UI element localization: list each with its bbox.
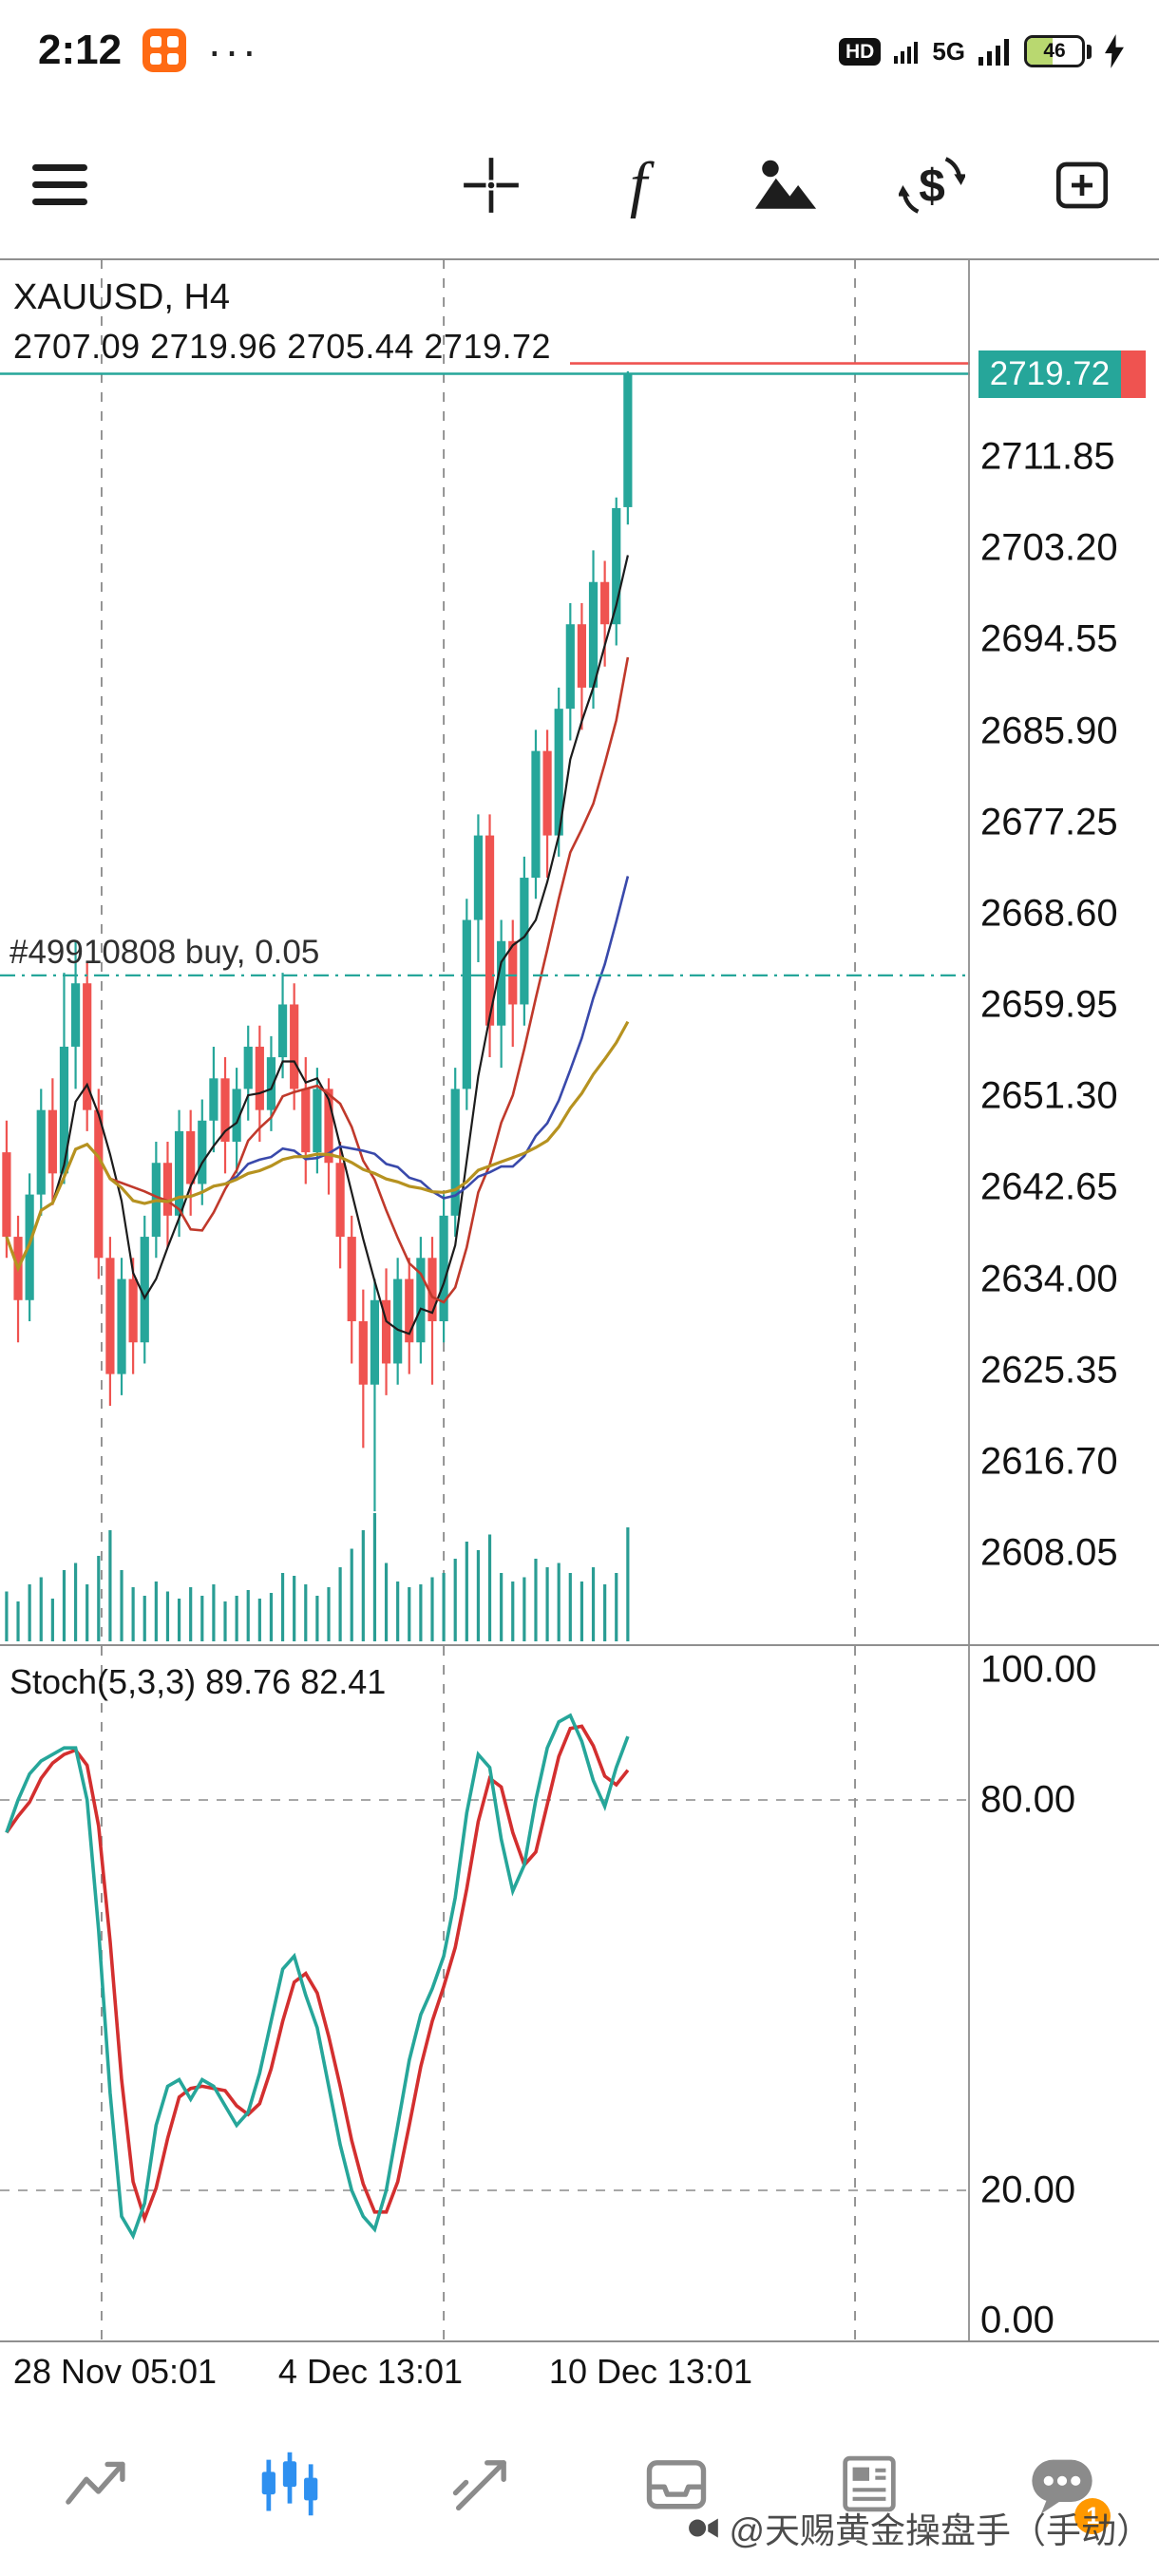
price-axis-label: 2616.70 [980, 1440, 1118, 1483]
symbol-timeframe-label: XAUUSD, H4 [13, 277, 231, 317]
ask-tab [1121, 350, 1146, 398]
nav-history[interactable] [636, 2443, 717, 2525]
crosshair-button[interactable] [448, 142, 534, 228]
status-right-group: HD 5G 46 [838, 27, 1125, 76]
stochastic-label: Stoch(5,3,3) 89.76 82.41 [10, 1662, 387, 1701]
price-axis-label: 2685.90 [980, 710, 1118, 751]
candles-layer [2, 370, 633, 1512]
svg-text:$: $ [919, 160, 945, 213]
clock: 2:12 [38, 27, 123, 73]
price-axis-label: 2642.65 [980, 1165, 1118, 1208]
nav-quotes[interactable] [56, 2443, 138, 2525]
price-axis-label: 2711.85 [980, 435, 1115, 478]
battery-icon: 46 [1024, 35, 1092, 67]
price-axis-label: 2668.60 [980, 892, 1118, 935]
panel-separator [0, 1644, 1159, 1646]
stoch-layer [5, 1713, 630, 2241]
nav-news[interactable] [828, 2443, 910, 2525]
stoch-axis-label: 0.00 [980, 2299, 1054, 2341]
trade-lines-layer [0, 362, 970, 976]
add-window-icon [1055, 161, 1109, 209]
recorder-app-icon [142, 28, 187, 72]
chart-top-border [0, 258, 1159, 260]
currency-icon: $ [899, 157, 965, 214]
ma-layer [5, 555, 630, 1335]
signal-bars-icon [978, 39, 1009, 66]
bottom-navigation: 1 [0, 2417, 1159, 2550]
chart-bottom-border [0, 2340, 1159, 2342]
symbols-button[interactable]: $ [889, 142, 975, 228]
time-axis-label: 28 Nov 05:01 [12, 2352, 218, 2391]
network-type-label: 5G [932, 36, 965, 66]
watermark: @天赐黄金操盘手（手动） [687, 2502, 1151, 2553]
quotes-trend-icon [65, 2461, 125, 2505]
status-left-group: 2:12 ··· [38, 27, 259, 74]
chart-toolbar: f $ [0, 112, 1159, 255]
news-icon [843, 2455, 896, 2512]
history-tray-icon [646, 2460, 706, 2510]
notch-more-indicator: ··· [207, 26, 260, 75]
stoch-axis-label: 100.00 [980, 1648, 1097, 1691]
price-axis[interactable]: 2711.85 2703.20 2694.55 2685.90 2677.25 2668.… [980, 0, 1159, 2576]
trade-arrow-icon [453, 2460, 507, 2511]
ohlc-values: 2707.09 2719.96 2705.44 2719.72 [13, 327, 552, 366]
bid-price: 2719.72 [978, 350, 1121, 398]
stoch-axis-label: 80.00 [980, 1778, 1076, 1821]
price-axis-label: 2634.00 [980, 1258, 1118, 1300]
open-position-label: #49910808 buy, 0.05 [10, 933, 320, 971]
price-axis-label: 2659.95 [980, 983, 1118, 1026]
chat-bubble-icon [1032, 2459, 1092, 2514]
indicators-button[interactable]: f [596, 142, 681, 228]
objects-button[interactable] [743, 142, 828, 228]
nav-messages[interactable]: 1 [1021, 2443, 1112, 2534]
crosshair-icon [464, 158, 519, 213]
stoch-axis-label: 20.00 [980, 2169, 1076, 2211]
watermark-text: @天赐黄金操盘手（手动） [729, 2511, 1151, 2550]
chart-canvas[interactable] [0, 259, 970, 2341]
price-axis-label: 2703.20 [980, 526, 1118, 569]
time-axis[interactable]: 28 Nov 05:01 4 Dec 13:01 10 Dec 13:01 [0, 2342, 1159, 2403]
candlestick-chart-icon [261, 2452, 318, 2516]
price-axis-label: 2677.25 [980, 801, 1118, 843]
function-icon: f [629, 150, 648, 219]
current-price-badge: 2719.72 [978, 350, 1146, 398]
nav-charts[interactable] [249, 2443, 331, 2525]
status-bar: 2:12 ··· HD 5G 46 [0, 0, 1159, 106]
objects-icon [754, 160, 817, 209]
volume-layer [5, 1513, 630, 1641]
price-axis-label: 2651.30 [980, 1074, 1118, 1117]
price-axis-label: 2694.55 [980, 617, 1118, 660]
hamburger-icon [32, 164, 87, 205]
price-axis-label: 2608.05 [980, 1531, 1118, 1574]
time-axis-label: 10 Dec 13:01 [548, 2352, 753, 2391]
battery-percent: 46 [1043, 40, 1066, 62]
battery-fill [1027, 38, 1053, 65]
new-chart-button[interactable] [1039, 142, 1125, 228]
nav-trade[interactable] [442, 2443, 523, 2525]
hd-icon: HD [838, 37, 882, 66]
time-axis-label: 4 Dec 13:01 [277, 2352, 464, 2391]
menu-button[interactable] [17, 142, 103, 228]
unread-badge: 1 [1074, 2498, 1112, 2534]
charging-bolt-icon [1105, 34, 1124, 68]
kuaishou-logo-icon [689, 2518, 719, 2538]
price-axis-label: 2625.35 [980, 1349, 1118, 1392]
signal-bars-sim2-icon [894, 42, 919, 64]
